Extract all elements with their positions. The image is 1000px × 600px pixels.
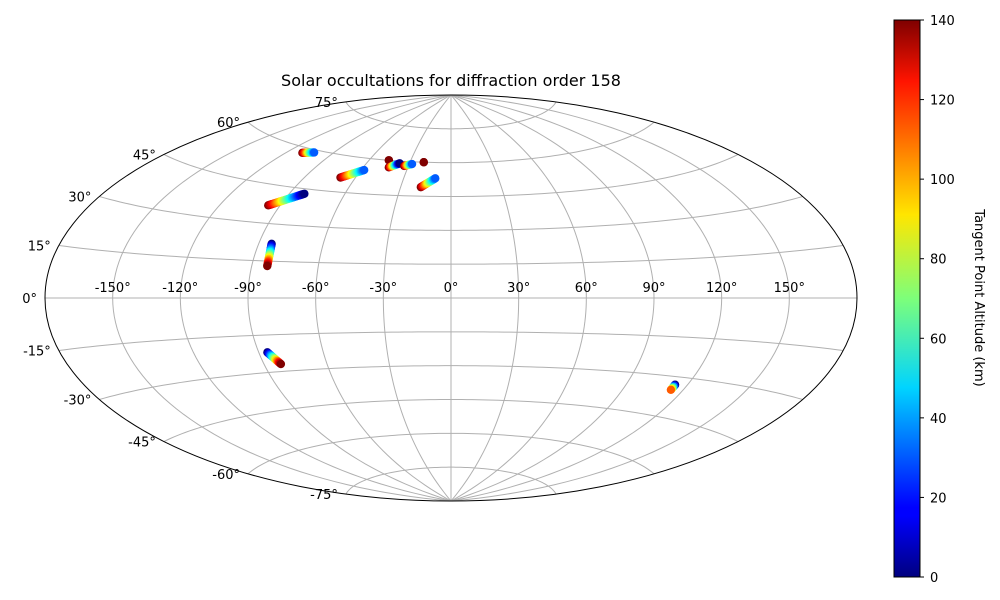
lat-tick-label: 45° <box>133 149 156 164</box>
occultation-track <box>298 148 319 158</box>
colorbar-tick-label: 40 <box>930 412 947 427</box>
occultation-point <box>276 359 286 369</box>
colorbar-tick-label: 140 <box>930 14 955 29</box>
lat-tick-label: -30° <box>64 394 92 409</box>
occultation-track <box>419 158 428 167</box>
occultation-track <box>264 189 309 210</box>
lon-tick-label: -90° <box>234 281 262 296</box>
parallel-line <box>58 244 844 265</box>
lon-tick-label: -150° <box>95 281 131 296</box>
lat-tick-label: 60° <box>217 116 240 131</box>
lat-tick-label: -75° <box>310 488 338 503</box>
latitude-tick-labels: -75° -60° -45° -30° -15° 0° 15° 30° 45° 60° 75° <box>22 96 338 503</box>
parallel-line <box>345 101 557 130</box>
lat-tick-label: 30° <box>68 191 91 206</box>
parallel-line <box>99 196 803 231</box>
occultation-point <box>666 385 676 394</box>
lon-tick-label: 150° <box>774 281 805 296</box>
colorbar-tick-label: 100 <box>930 173 955 188</box>
lat-tick-label: 75° <box>315 96 338 111</box>
lon-tick-label: -30° <box>369 281 397 296</box>
parallel-line <box>247 121 655 164</box>
occultation-points <box>263 148 680 394</box>
lon-tick-label: 0° <box>444 281 459 296</box>
lat-tick-label: -60° <box>212 468 240 483</box>
occultation-point <box>419 158 428 167</box>
lat-tick-label: -15° <box>23 345 51 360</box>
occultation-track <box>263 239 276 271</box>
grid-lines <box>45 95 857 501</box>
lat-tick-label: 0° <box>22 292 37 307</box>
colorbar-ticks: 0 20 40 60 80 100 120 140 <box>920 14 955 586</box>
lat-tick-label: -45° <box>128 436 156 451</box>
parallel-line <box>99 365 803 400</box>
colorbar-tick-label: 20 <box>930 491 947 506</box>
occultation-point <box>309 148 319 157</box>
lon-tick-label: 30° <box>507 281 530 296</box>
occultation-point <box>431 174 440 183</box>
lat-tick-label: 15° <box>28 240 51 255</box>
parallel-line <box>163 398 739 442</box>
occultation-track <box>336 165 369 182</box>
colorbar-tick-label: 120 <box>930 94 955 109</box>
colorbar-tick-label: 80 <box>930 253 947 268</box>
occultation-track <box>399 159 417 171</box>
parallel-line <box>345 466 557 495</box>
lon-tick-label: 120° <box>706 281 737 296</box>
colorbar <box>893 19 921 578</box>
occultation-point <box>359 165 369 175</box>
parallel-line <box>163 154 739 198</box>
chart-title: Solar occultations for diffraction order… <box>281 71 621 90</box>
colorbar-gradient <box>893 19 921 578</box>
parallel-line <box>58 331 844 352</box>
colorbar-tick-label: 0 <box>930 571 938 586</box>
map-boundary <box>44 94 858 502</box>
occultation-point <box>263 261 272 271</box>
lon-tick-label: -120° <box>162 281 198 296</box>
occultation-track <box>263 348 286 369</box>
lon-tick-label: -60° <box>302 281 330 296</box>
lon-tick-label: 60° <box>575 281 598 296</box>
colorbar-label: Tangent Point Altitude (km) <box>971 208 986 386</box>
occultation-point <box>407 159 417 169</box>
parallel-line <box>247 432 655 475</box>
colorbar-tick-label: 60 <box>930 332 947 347</box>
lon-tick-label: 90° <box>642 281 665 296</box>
longitude-tick-labels: -150° -120° -90° -60° -30° 0° 30° 60° 90° 120° 150… <box>95 281 805 296</box>
occultation-track <box>416 174 440 192</box>
occultation-point <box>300 189 309 198</box>
occultation-track <box>666 380 680 394</box>
